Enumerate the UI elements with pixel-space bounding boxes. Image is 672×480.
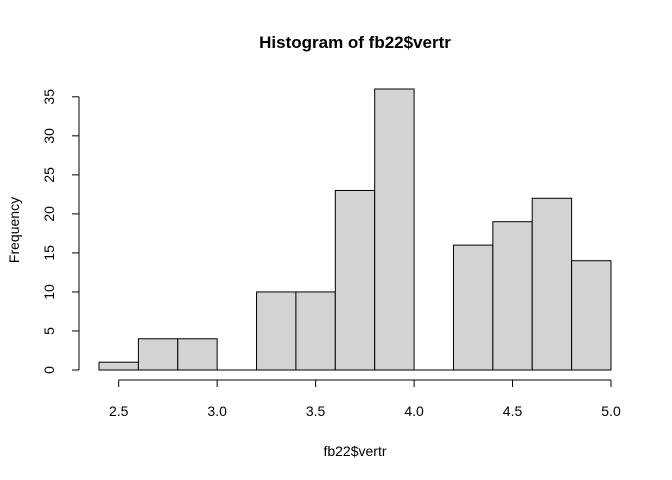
histogram-bar <box>452 244 494 371</box>
histogram-bar <box>98 361 139 371</box>
y-tick-label: 5 <box>41 327 57 335</box>
x-tick-label: 3.0 <box>207 403 227 419</box>
histogram-bar <box>531 197 573 371</box>
x-tick-label: 2.5 <box>109 403 129 419</box>
bars-group <box>98 88 612 371</box>
y-tick-label: 0 <box>41 366 57 374</box>
y-tick-label: 15 <box>41 245 57 261</box>
x-axis: 2.5 3.0 3.5 4.0 4.5 5.0 <box>109 379 621 419</box>
histogram-bar <box>374 88 415 371</box>
chart-title: Histogram of fb22$vertr <box>259 33 451 52</box>
histogram-bar <box>295 291 336 371</box>
histogram-bar <box>334 189 376 371</box>
histogram-bar <box>177 338 218 371</box>
x-tick-label: 3.5 <box>306 403 326 419</box>
y-tick-label: 30 <box>41 128 57 144</box>
x-tick-label: 4.0 <box>404 403 424 419</box>
histogram-bar <box>256 291 297 371</box>
histogram-bar <box>571 260 612 371</box>
x-tick-label: 5.0 <box>601 403 621 419</box>
y-axis: 0 5 10 15 20 25 30 35 <box>41 89 80 374</box>
y-tick-label: 20 <box>41 206 57 222</box>
histogram-bar <box>492 221 533 371</box>
y-axis-label: Frequency <box>6 197 22 263</box>
x-axis-label: fb22$vertr <box>323 443 386 459</box>
y-tick-label: 35 <box>41 89 57 105</box>
histogram-bar <box>137 338 179 371</box>
y-tick-label: 25 <box>41 167 57 183</box>
x-tick-label: 4.5 <box>503 403 523 419</box>
y-tick-label: 10 <box>41 284 57 300</box>
